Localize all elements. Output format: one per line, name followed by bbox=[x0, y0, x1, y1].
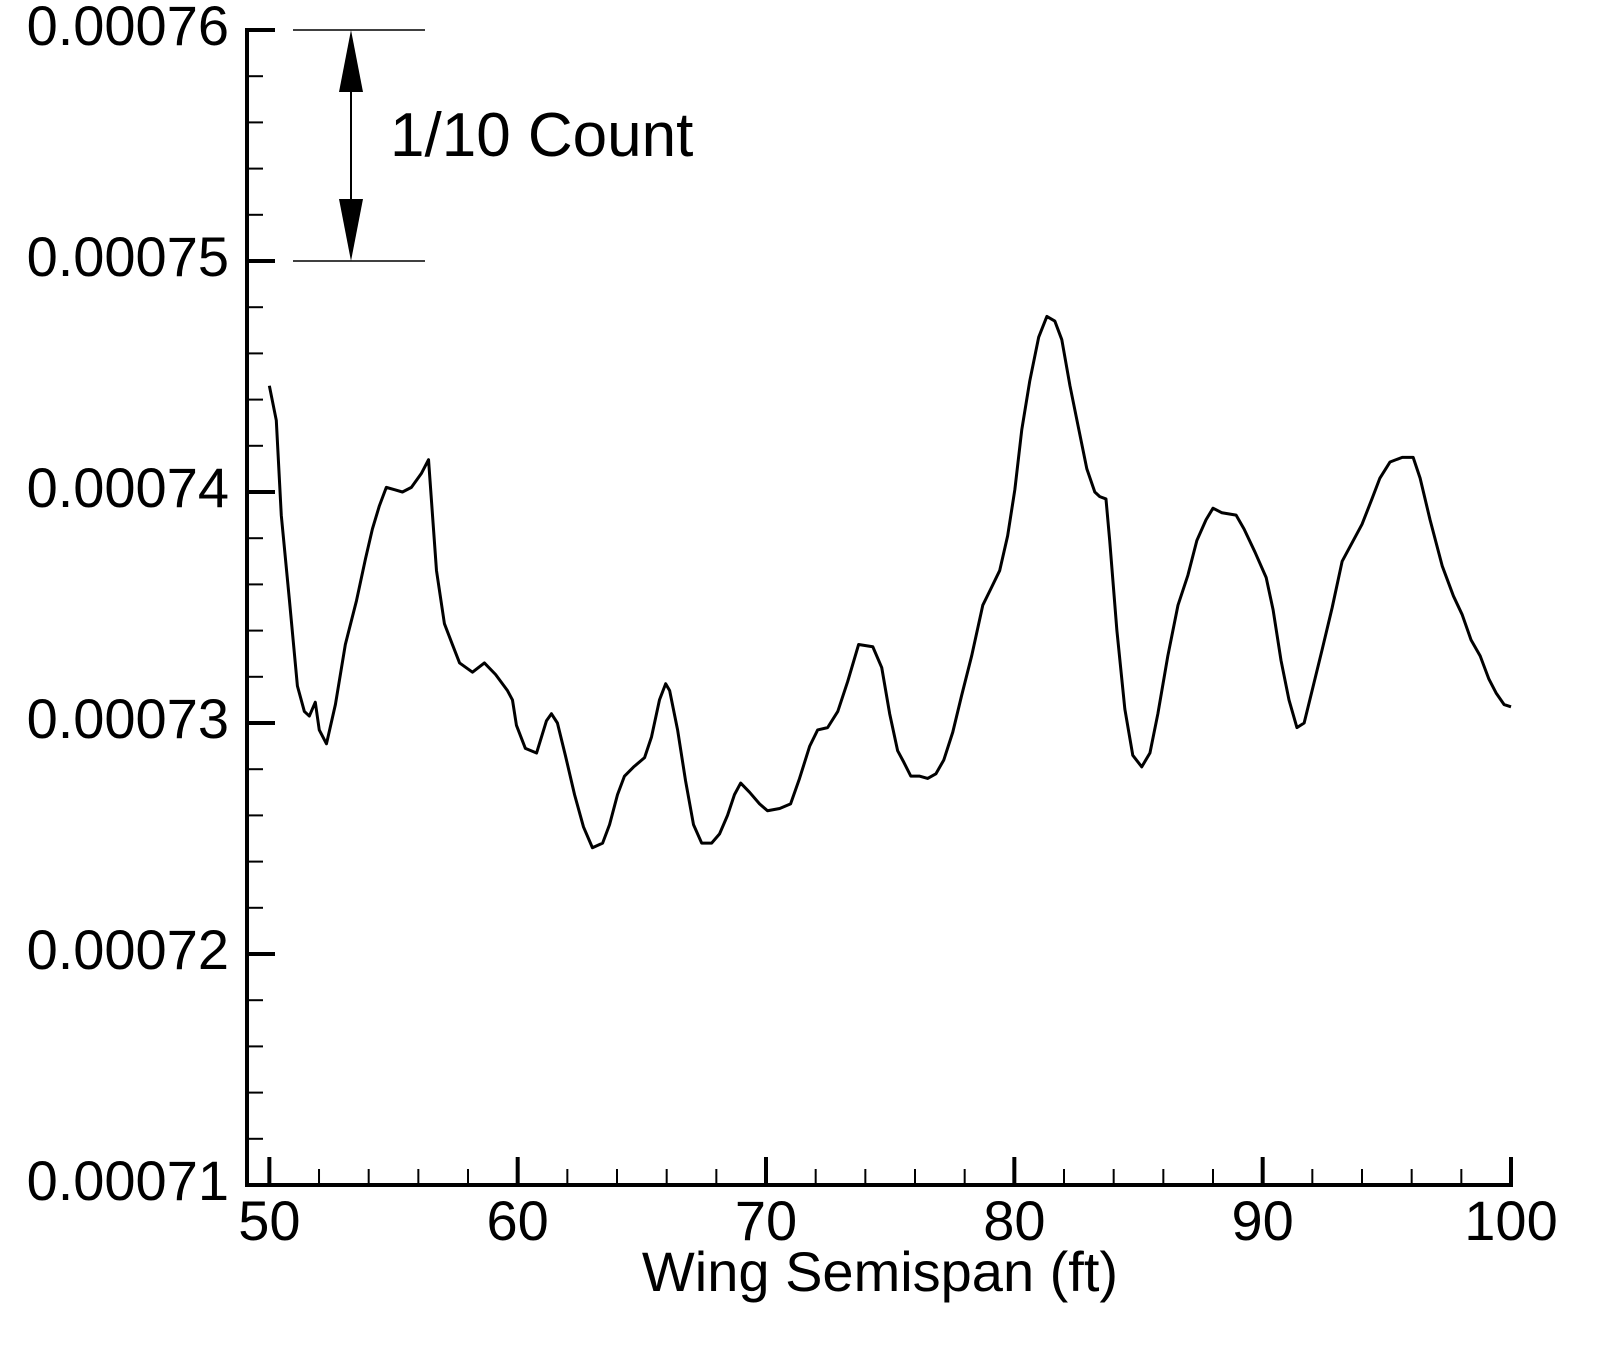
y-tick-label: 0.00075 bbox=[27, 225, 229, 288]
x-axis-label: Wing Semispan (ft) bbox=[642, 1240, 1118, 1303]
annotation-arrowhead bbox=[339, 30, 363, 92]
y-tick-label: 0.00074 bbox=[27, 456, 229, 519]
data-line bbox=[267, 314, 1512, 850]
y-tick-label: 0.00072 bbox=[27, 918, 229, 981]
y-tick-label: 0.00073 bbox=[27, 687, 229, 750]
y-tick-label: 0.00076 bbox=[27, 0, 229, 57]
x-tick-label: 100 bbox=[1464, 1189, 1557, 1252]
y-tick-label: 0.00071 bbox=[27, 1149, 229, 1212]
x-tick-label: 80 bbox=[983, 1189, 1045, 1252]
x-tick-label: 70 bbox=[735, 1189, 797, 1252]
x-tick-label: 50 bbox=[238, 1189, 300, 1252]
x-tick-label: 90 bbox=[1232, 1189, 1294, 1252]
annotation-text: 1/10 Count bbox=[390, 101, 693, 170]
x-tick-label: 60 bbox=[487, 1189, 549, 1252]
annotation-arrowhead bbox=[339, 199, 363, 261]
